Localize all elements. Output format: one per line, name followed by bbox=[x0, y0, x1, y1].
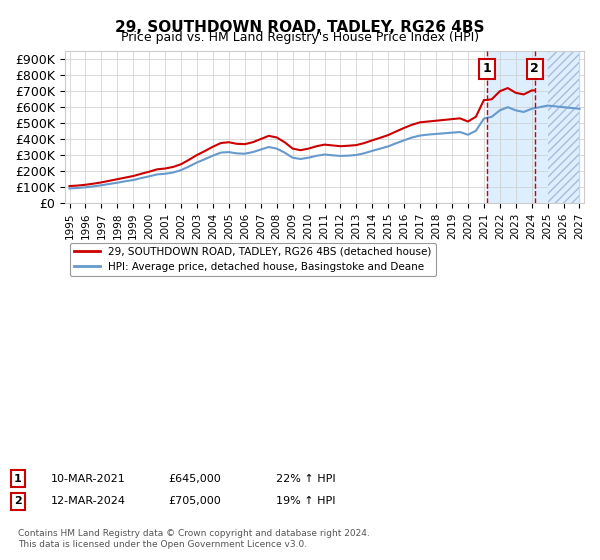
Text: 1: 1 bbox=[482, 62, 491, 76]
Text: 2: 2 bbox=[530, 62, 539, 76]
Bar bbox=[487, 52, 580, 203]
Text: 12-MAR-2024: 12-MAR-2024 bbox=[51, 496, 126, 506]
Text: 2: 2 bbox=[14, 496, 22, 506]
Bar bbox=[548, 52, 580, 203]
Text: £705,000: £705,000 bbox=[168, 496, 221, 506]
Text: 19% ↑ HPI: 19% ↑ HPI bbox=[276, 496, 335, 506]
Text: 10-MAR-2021: 10-MAR-2021 bbox=[51, 474, 126, 484]
Legend: 29, SOUTHDOWN ROAD, TADLEY, RG26 4BS (detached house), HPI: Average price, detac: 29, SOUTHDOWN ROAD, TADLEY, RG26 4BS (de… bbox=[70, 242, 436, 276]
Text: Contains HM Land Registry data © Crown copyright and database right 2024.
This d: Contains HM Land Registry data © Crown c… bbox=[18, 529, 370, 549]
Text: £645,000: £645,000 bbox=[168, 474, 221, 484]
Text: Price paid vs. HM Land Registry's House Price Index (HPI): Price paid vs. HM Land Registry's House … bbox=[121, 31, 479, 44]
Text: 29, SOUTHDOWN ROAD, TADLEY, RG26 4BS: 29, SOUTHDOWN ROAD, TADLEY, RG26 4BS bbox=[115, 20, 485, 35]
Text: 22% ↑ HPI: 22% ↑ HPI bbox=[276, 474, 335, 484]
Text: 1: 1 bbox=[14, 474, 22, 484]
